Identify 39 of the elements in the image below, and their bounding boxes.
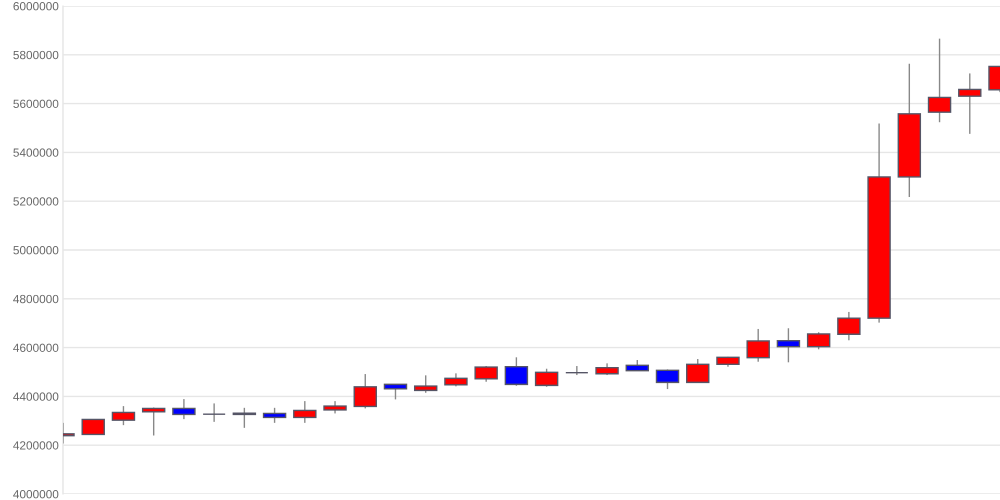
candlestick (323, 400, 347, 414)
candlestick (444, 372, 468, 388)
candlestick (595, 362, 619, 376)
candlestick (293, 400, 317, 424)
y-tick-label: 5600000 (13, 100, 58, 108)
candlestick (928, 38, 952, 123)
candlestick (262, 407, 286, 424)
candlestick (656, 368, 680, 390)
candlestick (384, 384, 408, 400)
candlestick (82, 418, 105, 436)
y-tick-label: 5200000 (13, 197, 58, 206)
y-tick-label: 4200000 (13, 441, 58, 450)
candlestick (776, 328, 800, 364)
candlestick (354, 373, 377, 410)
y-tick-label: 4000000 (13, 490, 58, 498)
candlestick (504, 356, 528, 386)
y-tick-label: 5400000 (13, 148, 58, 157)
candlestick (142, 406, 166, 436)
candlestick (172, 398, 196, 420)
candlestick (534, 368, 558, 388)
y-tick-label: 4400000 (13, 392, 58, 401)
candlestick (746, 328, 770, 362)
y-tick-label: 4800000 (13, 294, 58, 304)
candlestick (716, 356, 740, 368)
candlestick (202, 402, 226, 423)
candlestick (806, 332, 830, 350)
y-tick-label: 4600000 (13, 344, 58, 352)
candlestick (837, 311, 861, 341)
candlestick (565, 365, 589, 376)
y-tick-label: 6000000 (13, 2, 58, 10)
candlestick (112, 405, 136, 426)
candlestick (414, 374, 438, 394)
candlestick (958, 72, 982, 135)
candlestick (686, 358, 710, 384)
candlestick (474, 365, 498, 382)
y-tick-label: 5000000 (13, 246, 58, 254)
y-tick-label: 5800000 (13, 50, 58, 60)
candlestick (626, 359, 650, 372)
candlestick (232, 407, 256, 429)
